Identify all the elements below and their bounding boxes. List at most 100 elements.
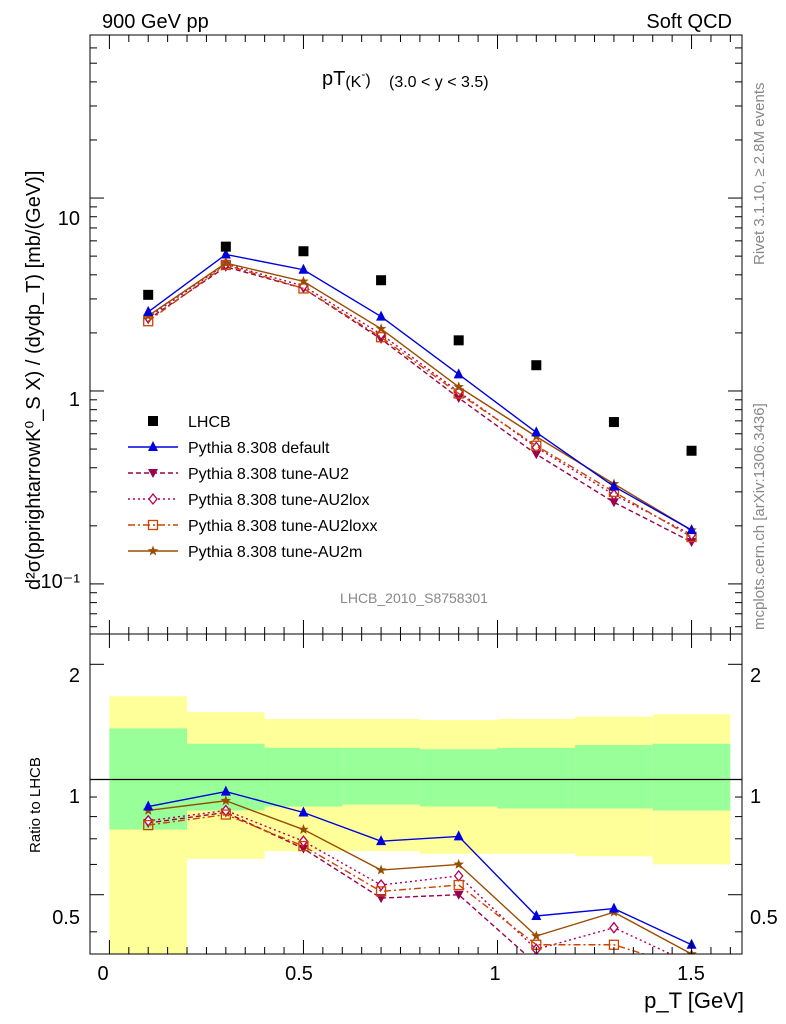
point-default (686, 524, 697, 535)
data-point-lhcb (453, 335, 464, 346)
xtick-0.5: 0.5 (285, 963, 313, 985)
series-line-default (147, 253, 692, 531)
legend-label-data: LHCB (188, 414, 231, 431)
legend-marker-data (148, 416, 158, 426)
ratio-line-au2lox (148, 809, 673, 954)
legend-label-au2: Pythia 8.308 tune-AU2 (188, 466, 349, 483)
point-default (298, 263, 309, 274)
mcplots-label: mcplots.cern.ch [arXiv:1306.3436] (751, 403, 768, 630)
y-axis-title-top: d²σ(pprightarrowK⁰_S X) / (dydp_T) [mb/(… (23, 171, 45, 590)
data-point-lhcb (686, 445, 697, 456)
ratio-point-au2m (531, 930, 542, 941)
ratio-point-au2lox (453, 869, 464, 882)
plot-title-sub: (K (345, 74, 361, 91)
ratio-point-au2lox (376, 878, 386, 892)
ratio-point-au2m (375, 864, 387, 875)
point-au2m (298, 275, 309, 286)
point-au2 (608, 498, 619, 508)
band-inner-bin (497, 747, 576, 809)
data-point-lhcb (376, 275, 387, 286)
axis-ticks (89, 34, 742, 954)
xtick-1.5: 1.5 (677, 963, 705, 985)
plot-title-range: (3.0 < y < 3.5) (389, 74, 489, 91)
series-line-au2m (147, 262, 692, 531)
ytick-bottom-0.5: 0.5 (52, 907, 80, 929)
ratio-point-au2m (220, 795, 232, 806)
ratio-point-au2loxx (220, 809, 231, 820)
ratio-point-au2m (298, 824, 309, 835)
legend: LHCB Pythia 8.308 default Pythia 8.308 tun… (128, 414, 377, 561)
ytick-top-0.1: 10⁻¹ (41, 571, 81, 593)
point-au2m (453, 381, 464, 392)
plot-title-close: ) (365, 72, 370, 89)
data-point-lhcb (531, 360, 542, 371)
point-default (143, 305, 154, 316)
ratio-point-au2loxx (453, 879, 464, 891)
ytick-bottom-right-1: 1 (750, 786, 761, 808)
legend-marker-au2m (147, 545, 159, 556)
analysis-watermark: LHCB_2010_S8758301 (340, 590, 488, 606)
data-point-lhcb (220, 241, 231, 252)
header-left: 900 GeV pp (102, 11, 209, 33)
ratio-point-default (453, 830, 464, 841)
ytick-top-1: 1 (69, 389, 80, 411)
legend-marker-au2loxx (147, 519, 159, 531)
ratio-point-au2 (453, 890, 464, 900)
y-axis-title-bottom: Ratio to LHCB (27, 757, 44, 853)
point-default (608, 480, 619, 491)
ratio-point-au2loxx (298, 840, 309, 852)
ratio-point-au2lox (609, 921, 619, 934)
rivet-label: Rivet 3.1.10, ≥ 2.8M events (751, 83, 768, 266)
point-default (220, 248, 231, 259)
x-axis-title: p_T [GeV] (644, 988, 744, 1013)
ratio-line-au2 (148, 811, 527, 954)
data-point-lhcb (143, 289, 154, 300)
legend-marker-au2lox (148, 492, 158, 506)
header-right: Soft QCD (646, 11, 732, 33)
ratio-point-au2loxx (143, 819, 154, 831)
plot-title-main: pT (322, 68, 345, 90)
ytick-bottom-1: 1 (69, 786, 80, 808)
ratio-point-default (220, 785, 231, 796)
xtick-0: 0 (97, 963, 108, 985)
point-au2m (375, 323, 387, 334)
xtick-1: 1 (489, 963, 500, 985)
ratio-point-au2 (298, 844, 309, 854)
series-line-au2loxx (147, 264, 692, 538)
ratio-point-default (376, 835, 387, 846)
ratio-point-au2m (453, 858, 464, 869)
point-au2lox (609, 488, 619, 501)
plot-title: pT(K-) (322, 67, 371, 91)
point-au2loxx (531, 440, 542, 451)
legend-label-au2m: Pythia 8.308 tune-AU2m (188, 544, 362, 561)
ratio-point-default (608, 902, 619, 913)
top-panel-series (142, 241, 697, 547)
uncertainty-bands (90, 696, 742, 954)
legend-label-au2loxx: Pythia 8.308 tune-AU2loxx (188, 518, 377, 535)
band-inner-bin (342, 747, 420, 805)
point-au2loxx (375, 332, 387, 343)
plot-title-sup: - (361, 67, 365, 81)
data-point-lhcb (608, 417, 619, 428)
data-point-lhcb (298, 246, 309, 257)
ratio-panel-frame (89, 633, 743, 955)
ratio-point-au2 (609, 955, 619, 964)
ytick-top-10: 10 (58, 208, 80, 230)
band-inner-bin (264, 747, 343, 807)
series-line-au2 (147, 266, 692, 543)
point-default (376, 310, 387, 321)
ratio-point-au2loxx (375, 886, 387, 897)
ytick-bottom-right-0.5: 0.5 (750, 907, 778, 929)
ratio-line-au2m (148, 800, 692, 954)
point-default (531, 426, 542, 437)
ratio-line-au2loxx (148, 813, 647, 954)
ratio-point-default (143, 800, 154, 811)
legend-label-default: Pythia 8.308 default (188, 440, 330, 457)
ratio-panel-series (142, 785, 697, 969)
ratio-line-default (148, 790, 692, 946)
ytick-bottom-2: 2 (69, 665, 80, 687)
legend-marker-default (148, 441, 158, 451)
point-au2 (686, 537, 697, 547)
ratio-point-au2 (531, 960, 541, 969)
